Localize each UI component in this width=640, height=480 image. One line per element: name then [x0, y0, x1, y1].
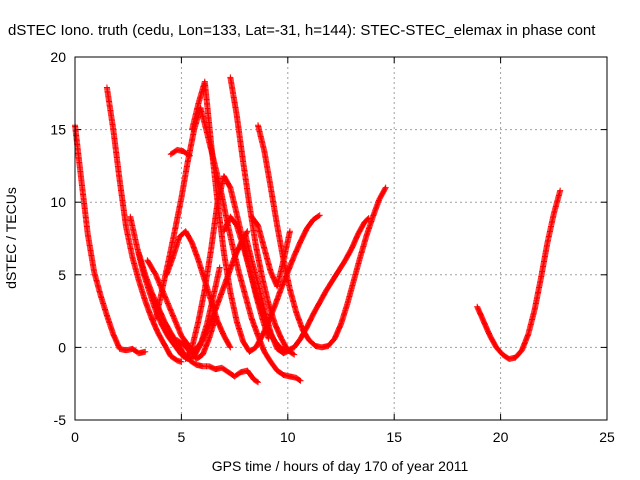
chart-title: dSTEC Iono. truth (cedu, Lon=133, Lat=-3… [8, 22, 596, 39]
data-series-17 [474, 187, 564, 363]
data-series-15 [242, 231, 293, 357]
data-point [227, 344, 234, 351]
data-point [296, 377, 303, 384]
x-tick-label: 20 [493, 429, 509, 445]
x-axis-label: GPS time / hours of day 170 of year 2011 [212, 458, 469, 474]
x-tick-label: 10 [280, 429, 296, 445]
data-point [382, 185, 389, 192]
data-point [290, 350, 297, 357]
y-tick-label: 20 [50, 49, 66, 65]
data-series-14 [255, 122, 389, 351]
data-point [142, 348, 149, 355]
x-tick-label: 0 [71, 429, 79, 445]
data-series-1 [72, 122, 149, 357]
data-series-4 [135, 250, 262, 386]
data-point [216, 264, 223, 271]
y-tick-label: 0 [58, 339, 66, 355]
data-point [291, 351, 298, 358]
y-tick-label: -5 [54, 412, 67, 428]
y-tick-label: 10 [50, 194, 66, 210]
data-point [253, 378, 260, 385]
data-point [382, 184, 389, 191]
data-series-7 [167, 146, 193, 159]
grid [74, 56, 608, 421]
data-point [286, 347, 293, 354]
x-tick-label: 25 [599, 429, 615, 445]
y-axis-label: dSTEC / TECUs [3, 187, 19, 289]
data-point [316, 212, 323, 219]
data-point [226, 343, 233, 350]
data-point [286, 228, 293, 235]
data-point [178, 358, 185, 365]
data-points [72, 74, 564, 386]
data-point [297, 377, 304, 384]
y-tick-label: 5 [58, 267, 66, 283]
x-tick-label: 5 [178, 429, 186, 445]
x-tick-label: 15 [386, 429, 402, 445]
data-point [557, 187, 564, 194]
y-tick-label: 15 [50, 122, 66, 138]
data-point [255, 379, 262, 386]
data-series-2 [103, 84, 185, 365]
data-point [315, 212, 322, 219]
data-series-12 [227, 74, 298, 358]
plot-frame [74, 56, 608, 421]
data-series-16 [248, 213, 293, 290]
